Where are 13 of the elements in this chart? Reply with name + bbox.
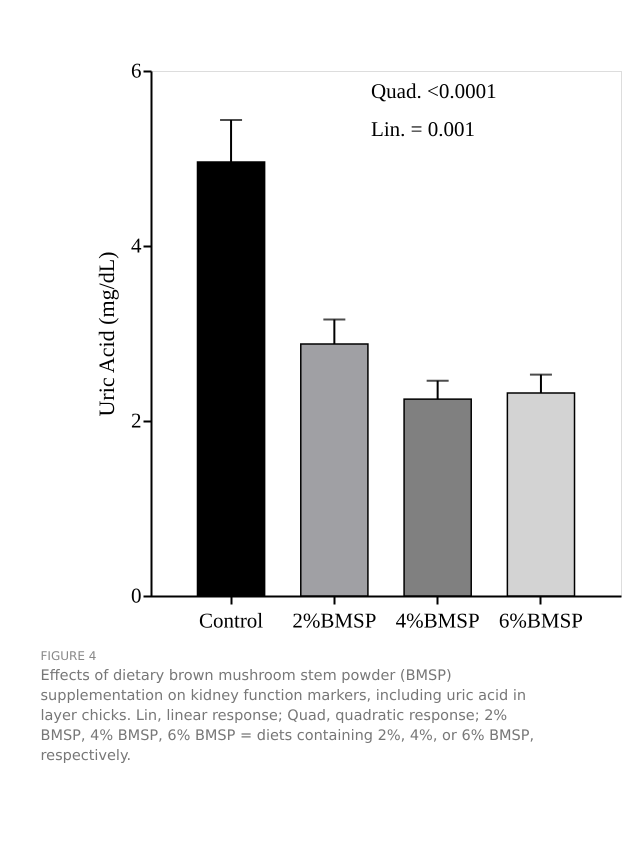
y-tick-label: 6 — [131, 58, 142, 82]
x-tick-label: Control — [198, 608, 264, 632]
annotation: Lin. = 0.001 — [371, 117, 476, 141]
y-tick-label: 0 — [131, 584, 142, 608]
text: Effects of dietary brown mushroom stem powder (BMSP) supplementation on kidney function markers, including uric acid in layer chicks. Lin, linear response; Quad, quadratic response; 2% BMSP, 4% BMSP, 6% BMSP = diets containing 2%, 4%, or 6% BMSP, respectively. — [40, 668, 534, 764]
x-tick-label: 4%BMSP — [396, 608, 480, 632]
y-axis-title: Uric Acid (mg/dL) — [94, 252, 119, 416]
annotation: Quad. <0.0001 — [371, 79, 497, 103]
x-tick-label: 6%BMSP — [498, 608, 583, 632]
y-tick-label: 2 — [131, 408, 142, 432]
y-tick-label: 4 — [131, 234, 142, 258]
x-tick-label: 2%BMSP — [292, 608, 376, 632]
caption: FIGURE 4 — [40, 649, 96, 663]
